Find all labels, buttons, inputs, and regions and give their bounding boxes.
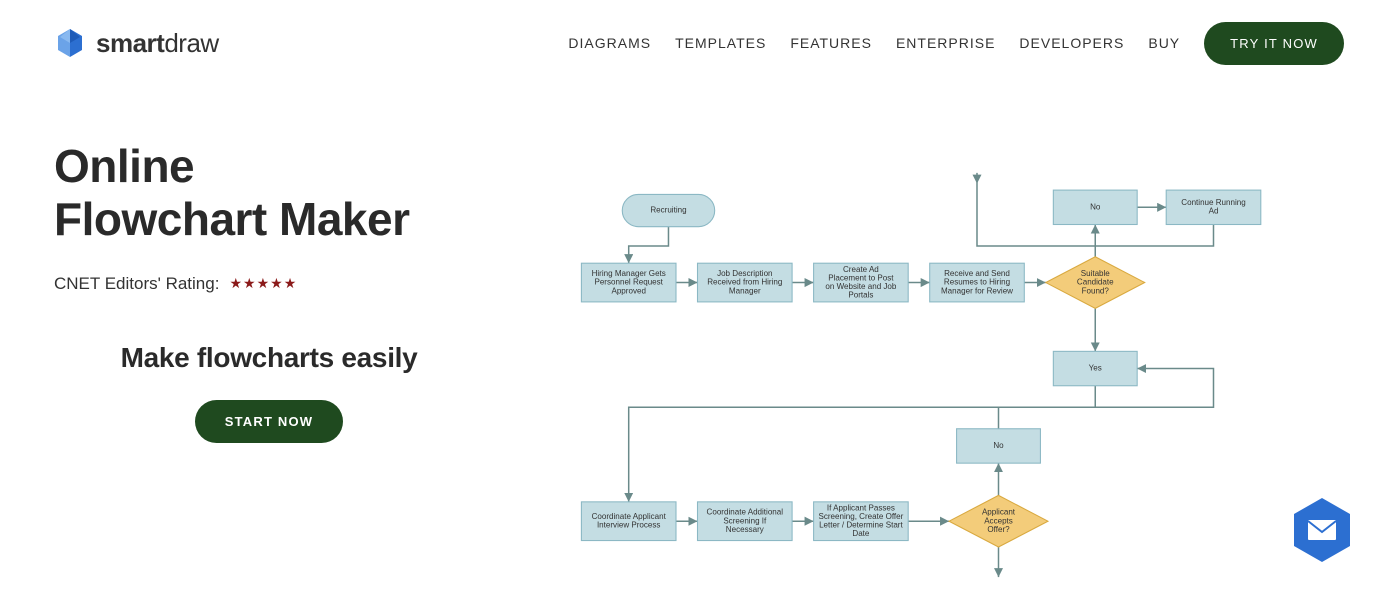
- nav-templates[interactable]: TEMPLATES: [675, 35, 766, 51]
- start-now-button[interactable]: START NOW: [195, 400, 344, 443]
- rating-stars: ★ ★ ★ ★ ★: [229, 275, 296, 292]
- svg-text:Found?: Found?: [1082, 286, 1110, 295]
- svg-text:Yes: Yes: [1089, 364, 1102, 373]
- nav-diagrams[interactable]: DIAGRAMS: [568, 35, 651, 51]
- nav-developers[interactable]: DEVELOPERS: [1019, 35, 1124, 51]
- nav-buy[interactable]: BUY: [1148, 35, 1180, 51]
- svg-text:Approved: Approved: [611, 286, 645, 295]
- rating-row: CNET Editors' Rating: ★ ★ ★ ★ ★: [54, 274, 484, 294]
- svg-text:Necessary: Necessary: [726, 525, 764, 534]
- site-header: smartdraw DIAGRAMS TEMPLATES FEATURES EN…: [0, 0, 1398, 80]
- main-nav: DIAGRAMS TEMPLATES FEATURES ENTERPRISE D…: [568, 22, 1344, 65]
- svg-text:Manager for Review: Manager for Review: [941, 286, 1013, 295]
- brand-logo[interactable]: smartdraw: [54, 27, 219, 59]
- contact-button[interactable]: [1286, 494, 1358, 566]
- logo-icon: [54, 27, 86, 59]
- star-icon: ★: [270, 275, 283, 292]
- star-icon: ★: [284, 275, 297, 292]
- hero-section: Online Flowchart Maker CNET Editors' Rat…: [0, 80, 1398, 595]
- logo-text: smartdraw: [96, 28, 219, 59]
- rating-label: CNET Editors' Rating:: [54, 274, 219, 294]
- hero-text-column: Online Flowchart Maker CNET Editors' Rat…: [54, 140, 484, 595]
- nav-features[interactable]: FEATURES: [790, 35, 872, 51]
- svg-text:Interview Process: Interview Process: [597, 521, 661, 530]
- svg-text:Portals: Portals: [848, 291, 873, 300]
- svg-text:Offer?: Offer?: [987, 525, 1010, 534]
- star-icon: ★: [243, 275, 256, 292]
- nav-enterprise[interactable]: ENTERPRISE: [896, 35, 995, 51]
- try-it-now-button[interactable]: TRY IT NOW: [1204, 22, 1344, 65]
- svg-text:No: No: [993, 441, 1004, 450]
- sub-heading: Make flowcharts easily: [54, 342, 484, 374]
- star-icon: ★: [229, 275, 242, 292]
- svg-text:Manager: Manager: [729, 286, 761, 295]
- page-title: Online Flowchart Maker: [54, 140, 484, 246]
- star-icon: ★: [257, 275, 270, 292]
- flowchart-svg: RecruitingHiring Manager GetsPersonnel R…: [524, 160, 1344, 590]
- svg-text:No: No: [1090, 202, 1101, 211]
- svg-text:Recruiting: Recruiting: [650, 206, 686, 215]
- svg-text:Ad: Ad: [1209, 207, 1219, 216]
- svg-text:Date: Date: [852, 529, 870, 538]
- flowchart-preview: RecruitingHiring Manager GetsPersonnel R…: [524, 140, 1344, 595]
